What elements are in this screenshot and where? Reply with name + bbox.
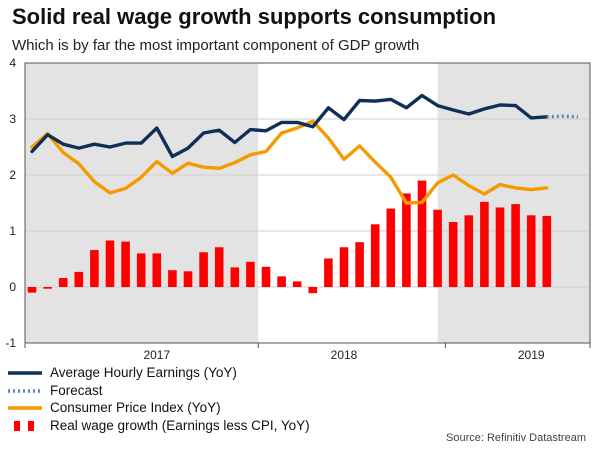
real-wage-bar bbox=[246, 261, 255, 287]
legend-forecast-label: Forecast bbox=[50, 383, 103, 398]
real-wage-bar bbox=[433, 209, 442, 287]
real-wage-bar bbox=[152, 253, 162, 287]
x-tick-label-2017: 2017 bbox=[143, 348, 170, 362]
legend-cpi-swatch bbox=[8, 405, 42, 410]
real-wage-bar bbox=[402, 193, 411, 287]
cpi-line bbox=[30, 119, 549, 205]
forecast-line bbox=[546, 114, 579, 119]
shaded-period-1 bbox=[25, 63, 259, 343]
real-wage-bar bbox=[355, 242, 364, 287]
legend-earnings: Average Hourly Earnings (YoY) bbox=[6, 365, 237, 380]
y-tick-label: 0 bbox=[9, 280, 16, 294]
legend-earnings-swatch bbox=[8, 370, 42, 375]
real-wage-bar bbox=[183, 271, 193, 287]
real-wage-bar bbox=[90, 250, 99, 287]
y-tick-label: 1 bbox=[9, 224, 16, 238]
real-wage-bar bbox=[417, 180, 427, 287]
real-wage-bar bbox=[27, 287, 37, 293]
real-wage-bar bbox=[74, 271, 84, 287]
real-wage-bar bbox=[448, 222, 458, 287]
legend-real-wage-bar-b bbox=[28, 420, 34, 431]
legend-forecast-swatch bbox=[8, 388, 42, 393]
legend-cpi-label: Consumer Price Index (YoY) bbox=[50, 400, 221, 415]
chart-title: Solid real wage growth supports consumpt… bbox=[12, 4, 497, 29]
legend-real-wage: Real wage growth (Earnings less CPI, YoY… bbox=[6, 418, 310, 433]
chart-subtitle: Which is by far the most important compo… bbox=[12, 37, 420, 54]
real-wage-bar bbox=[386, 208, 396, 287]
real-wage-bar bbox=[495, 207, 505, 287]
real-wage-bar bbox=[214, 247, 224, 287]
real-wage-bar bbox=[339, 247, 349, 287]
real-wage-bar bbox=[199, 252, 208, 287]
legend-forecast: Forecast bbox=[6, 383, 103, 398]
real-wage-bar bbox=[370, 224, 380, 287]
y-tick-label: 4 bbox=[9, 56, 16, 70]
y-tick-label: 3 bbox=[9, 112, 16, 126]
real-wage-bar bbox=[43, 287, 52, 289]
y-tick-label: 2 bbox=[9, 168, 16, 182]
legend-real-wage-label: Real wage growth (Earnings less CPI, YoY… bbox=[50, 418, 310, 433]
real-wage-bar bbox=[230, 267, 240, 287]
real-wage-bar bbox=[136, 253, 146, 287]
legend-real-wage-swatch bbox=[14, 420, 34, 431]
real-wage-bar bbox=[277, 276, 286, 287]
y-tick-label: -1 bbox=[5, 336, 16, 350]
real-wage-bar bbox=[526, 215, 536, 287]
real-wage-bar bbox=[480, 201, 489, 287]
real-wage-bar bbox=[58, 278, 68, 287]
real-wage-bar bbox=[292, 281, 302, 287]
plot-frame bbox=[24, 62, 591, 344]
real-wage-bar bbox=[464, 215, 474, 287]
real-wage-bar bbox=[121, 241, 130, 287]
legend-earnings-label: Average Hourly Earnings (YoY) bbox=[50, 365, 237, 380]
real-wage-bar bbox=[308, 287, 318, 294]
real-wage-bar bbox=[168, 270, 177, 287]
earnings-line bbox=[30, 93, 549, 159]
legend-real-wage-bar-a bbox=[14, 420, 20, 431]
source-note: Source: Refinitiv Datastream bbox=[446, 432, 586, 444]
real-wage-bar bbox=[542, 215, 552, 287]
real-wage-bar bbox=[511, 204, 520, 287]
real-wage-bar bbox=[324, 258, 333, 287]
real-wage-bar bbox=[105, 240, 115, 287]
x-tick-label-2018: 2018 bbox=[331, 348, 358, 362]
legend-cpi: Consumer Price Index (YoY) bbox=[6, 400, 221, 415]
shaded-period-2 bbox=[437, 63, 590, 343]
x-tick-label-2019: 2019 bbox=[518, 348, 545, 362]
real-wage-bar bbox=[261, 266, 271, 287]
